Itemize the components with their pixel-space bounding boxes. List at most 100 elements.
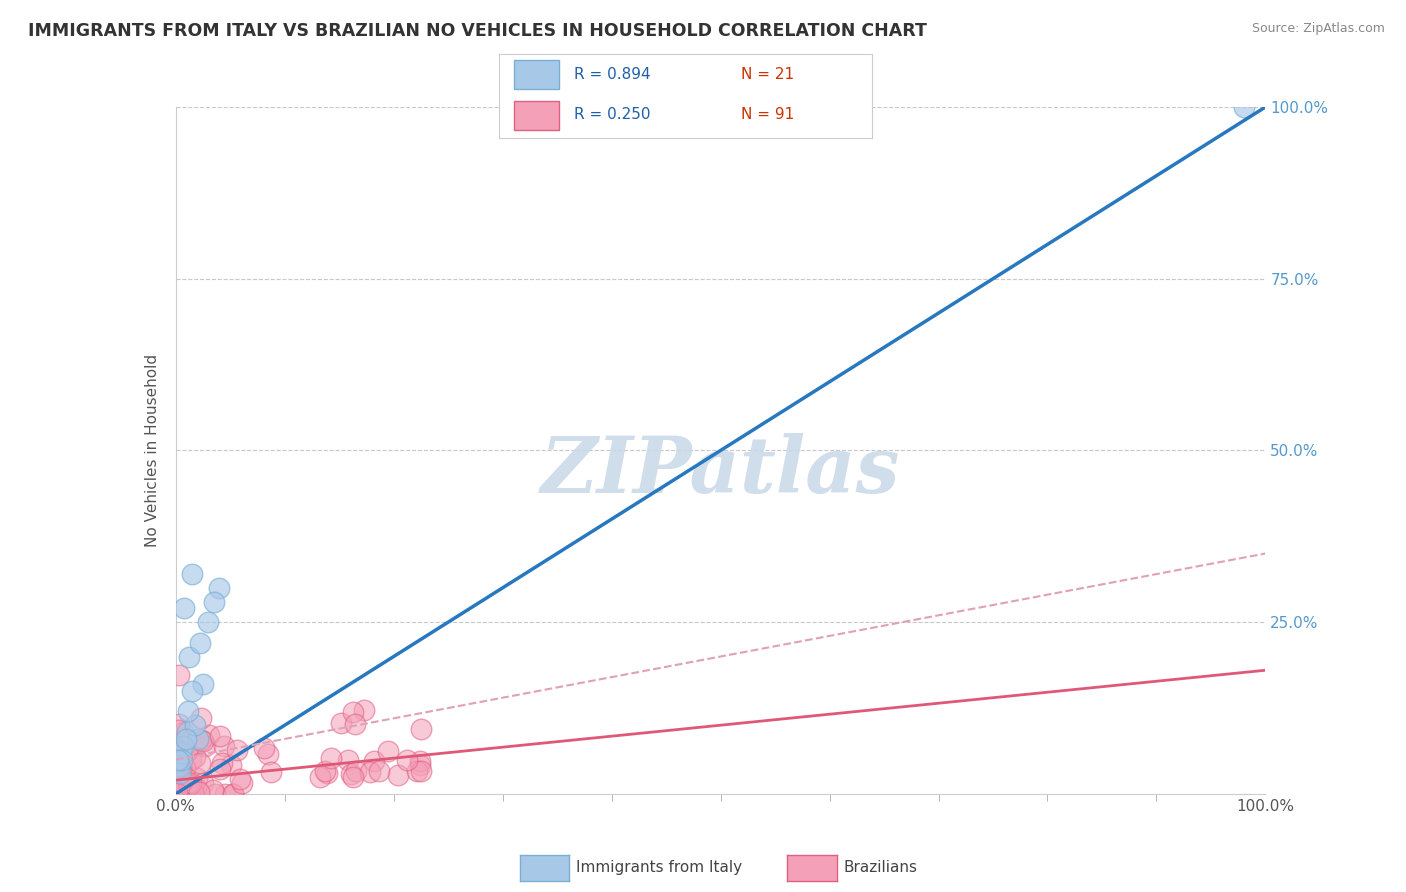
Point (387, 768, 409, 782)
Point (184, 718, 207, 732)
Point (353, 702, 375, 716)
Point (190, 733, 212, 747)
Point (208, 581, 231, 595)
Point (188, 756, 211, 771)
Point (409, 764, 432, 779)
Point (177, 776, 200, 790)
Point (167, 667, 190, 681)
Point (197, 615, 219, 630)
Point (184, 781, 207, 796)
Point (167, 753, 190, 767)
Point (167, 762, 190, 776)
Point (186, 772, 208, 786)
Point (188, 636, 211, 650)
Point (191, 677, 214, 691)
Point (316, 766, 339, 780)
Point (337, 753, 360, 767)
Point (166, 787, 188, 801)
Point (368, 764, 391, 778)
Point (231, 776, 253, 790)
Point (363, 754, 385, 768)
Point (166, 756, 188, 771)
Point (166, 759, 188, 773)
Point (179, 784, 201, 798)
Point (253, 740, 276, 755)
Point (409, 755, 432, 769)
Point (181, 683, 204, 698)
Point (406, 764, 429, 778)
Point (343, 716, 366, 731)
Text: N = 21: N = 21 (741, 67, 794, 82)
Point (170, 765, 193, 780)
Point (186, 731, 209, 746)
Point (172, 725, 194, 739)
Point (180, 782, 202, 797)
Point (180, 776, 202, 790)
Point (165, 781, 187, 796)
Point (177, 705, 200, 719)
Point (396, 753, 419, 767)
Text: R = 0.894: R = 0.894 (574, 67, 650, 82)
Point (1233, 100, 1256, 114)
Point (165, 769, 187, 783)
Point (167, 723, 190, 738)
Point (409, 758, 432, 772)
Point (176, 725, 198, 739)
Point (409, 723, 432, 737)
Point (167, 747, 190, 762)
Point (166, 751, 188, 765)
Point (166, 777, 188, 791)
Point (167, 781, 190, 796)
Point (183, 749, 205, 764)
Point (181, 567, 204, 582)
Point (170, 744, 193, 758)
Point (170, 775, 193, 789)
Point (177, 787, 200, 801)
Point (174, 780, 197, 795)
Point (167, 742, 190, 756)
Point (211, 756, 233, 771)
Point (187, 784, 209, 798)
Point (229, 772, 252, 786)
Point (257, 747, 280, 762)
Point (174, 744, 197, 758)
Point (167, 716, 190, 731)
Text: Immigrants from Italy: Immigrants from Italy (576, 861, 742, 875)
Point (170, 746, 193, 760)
Point (225, 743, 247, 757)
Point (342, 705, 364, 719)
Point (222, 787, 245, 801)
Point (172, 753, 194, 767)
Point (169, 782, 191, 797)
Point (342, 770, 364, 784)
Point (204, 787, 226, 801)
Point (172, 772, 194, 787)
Point (193, 734, 215, 748)
Point (309, 770, 332, 784)
Text: R = 0.250: R = 0.250 (574, 107, 650, 122)
Point (172, 739, 194, 753)
Point (180, 782, 202, 797)
Bar (515, 101, 558, 130)
Point (169, 780, 191, 794)
Point (167, 748, 190, 763)
Point (202, 594, 225, 608)
Point (167, 768, 190, 782)
Text: ZIPatlas: ZIPatlas (541, 433, 900, 509)
Point (174, 731, 197, 746)
Point (359, 764, 381, 779)
Text: Source: ZipAtlas.com: Source: ZipAtlas.com (1251, 22, 1385, 36)
Point (170, 761, 193, 775)
Y-axis label: No Vehicles in Household: No Vehicles in Household (145, 354, 160, 547)
Point (339, 767, 361, 781)
Point (174, 761, 197, 775)
Point (208, 762, 231, 776)
Point (173, 601, 195, 615)
Point (377, 744, 399, 758)
Point (176, 744, 198, 758)
Point (314, 764, 336, 778)
Point (214, 787, 236, 801)
Point (222, 787, 245, 801)
Point (191, 775, 214, 789)
Point (219, 757, 242, 772)
